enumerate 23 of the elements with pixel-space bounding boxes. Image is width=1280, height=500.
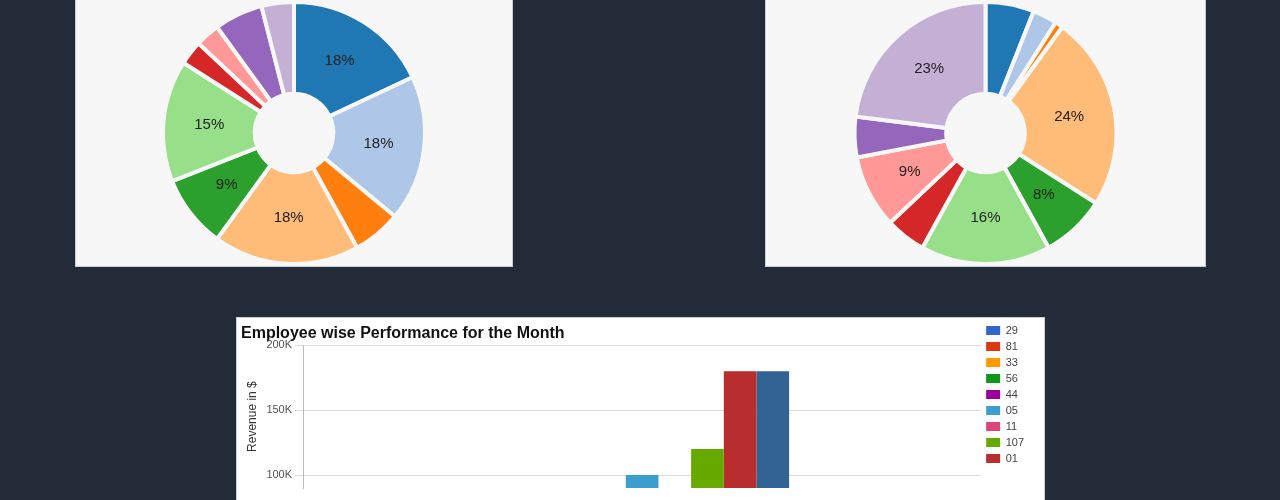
data-label: 15% (194, 115, 225, 133)
data-label: 18% (324, 51, 355, 69)
data-label: 23% (914, 59, 945, 77)
legend-label: 107 (1005, 435, 1025, 448)
legend-label: 81 (1005, 339, 1018, 352)
y-axis-title: Revenue in $ (244, 380, 259, 452)
data-label: 18% (273, 208, 304, 226)
data-label: 16% (970, 208, 1001, 226)
chart-title: Employee wise Performance for the Month (241, 324, 565, 342)
y-tick-label: 150K (266, 403, 293, 416)
legend-label: 56 (1005, 371, 1018, 384)
legend-label: 11 (1005, 419, 1018, 432)
legend-label: 05 (1005, 403, 1018, 416)
data-label: 24% (1054, 107, 1085, 125)
legend-label: 44 (1005, 387, 1018, 400)
data-label: 8% (1032, 185, 1055, 203)
data-label: 9% (898, 161, 921, 179)
legend-label: 01 (1005, 451, 1018, 464)
data-label: 18% (363, 133, 394, 151)
legend-label: 33 (1005, 355, 1018, 368)
legend-label: 29 (1005, 323, 1018, 336)
y-tick-label: 100K (266, 468, 293, 481)
data-label: 9% (215, 175, 238, 193)
